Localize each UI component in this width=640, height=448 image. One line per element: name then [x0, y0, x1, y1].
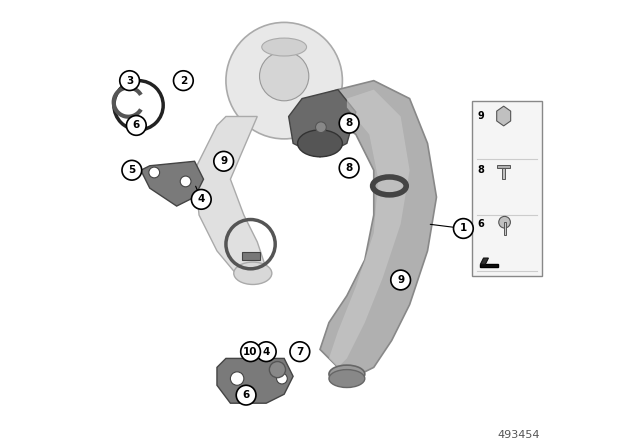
Circle shape — [269, 362, 285, 378]
Text: 9: 9 — [477, 111, 484, 121]
Text: 9: 9 — [397, 275, 404, 285]
Text: 3: 3 — [126, 76, 133, 86]
Circle shape — [120, 71, 140, 90]
Text: 7: 7 — [296, 347, 303, 357]
Polygon shape — [497, 106, 511, 126]
Ellipse shape — [262, 38, 307, 56]
Circle shape — [180, 176, 191, 187]
Circle shape — [127, 116, 146, 135]
Circle shape — [236, 385, 256, 405]
Bar — [502, 168, 505, 179]
Circle shape — [226, 22, 342, 139]
Text: 8: 8 — [346, 163, 353, 173]
Text: 493454: 493454 — [497, 430, 540, 440]
Text: 2: 2 — [180, 76, 187, 86]
Text: 6: 6 — [132, 121, 140, 130]
Polygon shape — [195, 116, 266, 278]
Circle shape — [260, 52, 309, 101]
Ellipse shape — [234, 262, 272, 284]
Circle shape — [391, 270, 410, 290]
Ellipse shape — [329, 370, 365, 388]
Ellipse shape — [329, 365, 365, 383]
Circle shape — [191, 190, 211, 209]
Text: 5: 5 — [128, 165, 136, 175]
Circle shape — [499, 216, 511, 228]
Circle shape — [339, 158, 359, 178]
Circle shape — [173, 71, 193, 90]
Polygon shape — [217, 358, 293, 403]
Circle shape — [290, 342, 310, 362]
Circle shape — [257, 342, 276, 362]
Circle shape — [276, 373, 287, 384]
Text: 1: 1 — [460, 224, 467, 233]
Polygon shape — [497, 165, 511, 168]
Circle shape — [149, 167, 159, 178]
Polygon shape — [481, 258, 488, 264]
Polygon shape — [311, 81, 436, 376]
Ellipse shape — [298, 130, 342, 157]
Circle shape — [122, 160, 141, 180]
Circle shape — [214, 151, 234, 171]
Bar — [504, 222, 506, 235]
Text: 4: 4 — [198, 194, 205, 204]
Bar — [481, 264, 499, 267]
Circle shape — [454, 219, 473, 238]
Text: 8: 8 — [346, 118, 353, 128]
Text: 4: 4 — [262, 347, 270, 357]
Text: 10: 10 — [243, 347, 258, 357]
Circle shape — [241, 342, 260, 362]
Circle shape — [230, 372, 244, 385]
Text: 9: 9 — [220, 156, 227, 166]
FancyBboxPatch shape — [472, 101, 541, 276]
Text: 6: 6 — [243, 390, 250, 400]
Circle shape — [339, 113, 359, 133]
Text: 8: 8 — [477, 165, 484, 175]
Circle shape — [316, 122, 326, 133]
Polygon shape — [289, 90, 356, 157]
Polygon shape — [329, 90, 410, 367]
Polygon shape — [141, 161, 204, 206]
Bar — [242, 252, 260, 260]
Text: 6: 6 — [477, 219, 484, 229]
